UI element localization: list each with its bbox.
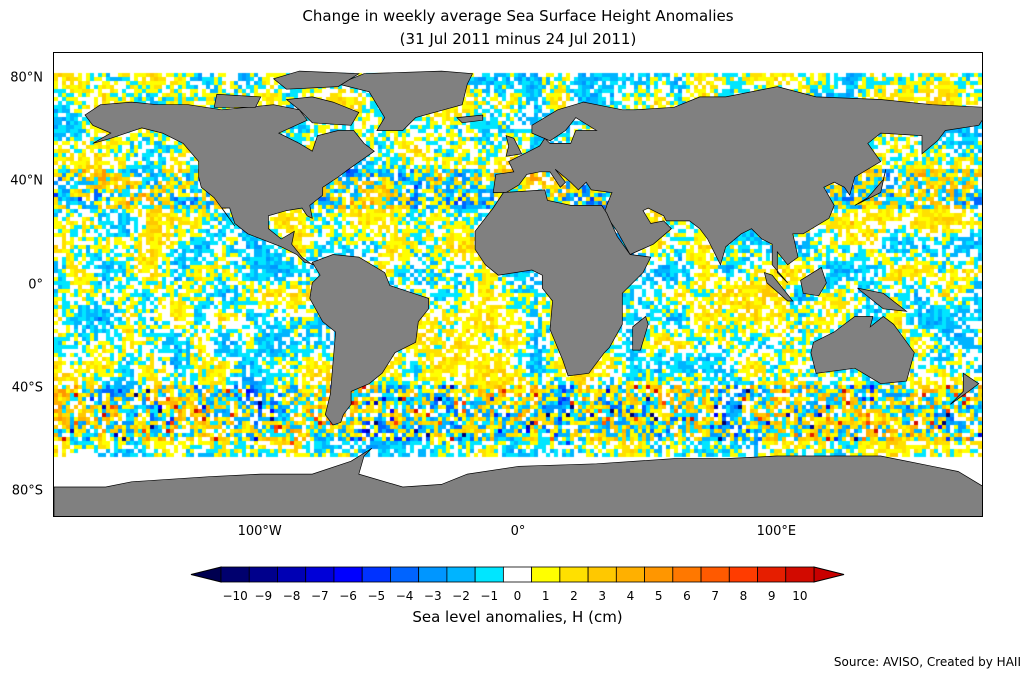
colorbar-swatch xyxy=(248,566,278,583)
colorbar xyxy=(190,566,845,583)
landmass-greenland xyxy=(337,70,474,131)
colorbar-tick-label: −3 xyxy=(423,589,442,603)
colorbar-swatch xyxy=(418,566,448,583)
landmass-new-guinea xyxy=(857,287,908,312)
colorbar-tick-label: 4 xyxy=(626,589,635,603)
landmass-great-britain xyxy=(505,135,523,157)
colorbar-swatch xyxy=(474,566,504,583)
landmass-north-america xyxy=(84,101,375,266)
colorbar-swatch xyxy=(728,566,758,583)
colorbar-swatch xyxy=(757,566,787,583)
colorbar-tick-label: 1 xyxy=(541,589,550,603)
colorbar-swatch xyxy=(502,566,533,583)
lon-tick-label: 0° xyxy=(510,524,526,539)
colorbar-tick-label: 5 xyxy=(654,589,663,603)
source-note: Source: AVISO, Created by HAII xyxy=(833,655,1021,669)
colorbar-tick-label: −2 xyxy=(452,589,470,603)
colorbar-tick-label: 0 xyxy=(513,589,522,603)
colorbar-swatch xyxy=(672,566,702,583)
landmass-ellesmere-island xyxy=(272,70,360,90)
colorbar-tick-label: −10 xyxy=(222,589,248,603)
colorbar-swatch xyxy=(390,566,420,583)
colorbar-tick-label: −8 xyxy=(282,589,301,603)
colorbar-over-arrow xyxy=(813,566,845,583)
colorbar-tick-label: −5 xyxy=(367,589,386,603)
colorbar-swatch xyxy=(277,566,307,583)
land-layer xyxy=(54,70,982,516)
colorbar-tick-label: −7 xyxy=(310,589,329,603)
landmass-new-zealand xyxy=(950,372,980,405)
colorbar-tick-label: −6 xyxy=(339,589,357,603)
colorbar-swatch xyxy=(615,566,645,583)
landmass-iceland xyxy=(456,114,484,124)
colorbar-swatch xyxy=(333,566,363,583)
landmass-japan xyxy=(854,169,887,206)
colorbar-tick-label: 3 xyxy=(598,589,607,603)
landmass-eurasia xyxy=(492,86,982,284)
lat-tick-label: 80°N xyxy=(10,70,43,86)
colorbar-swatch xyxy=(446,566,476,583)
colorbar-swatch xyxy=(587,566,617,583)
colorbar-tick-label: 9 xyxy=(767,589,776,603)
lon-tick-label: 100°W xyxy=(237,524,282,539)
colorbar-tick-label: −1 xyxy=(480,589,499,603)
colorbar-tick-label: 10 xyxy=(792,589,808,603)
colorbar-tick-label: −9 xyxy=(254,589,273,603)
landmass-baffin-island xyxy=(285,96,360,126)
colorbar-swatch xyxy=(531,566,561,583)
landmass-victoria-island xyxy=(213,93,262,108)
chart-title: Change in weekly average Sea Surface Hei… xyxy=(302,7,734,25)
colorbar-swatch xyxy=(361,566,391,583)
lat-tick-label: 0° xyxy=(28,277,43,292)
colorbar-tick-label: −4 xyxy=(395,589,414,603)
colorbar-swatch xyxy=(785,566,815,583)
lat-tick-label: 80°S xyxy=(11,483,43,499)
landmass-south-america xyxy=(309,254,429,426)
colorbar-tick-label: 6 xyxy=(683,589,691,603)
colorbar-swatch xyxy=(644,566,674,583)
landmass-antarctica xyxy=(54,448,982,516)
colorbar-tick-label: 7 xyxy=(711,589,719,603)
colorbar-swatch xyxy=(700,566,730,583)
landmass-africa xyxy=(474,189,652,377)
lat-tick-label: 40°N xyxy=(10,173,43,189)
landmass-borneo xyxy=(800,266,827,297)
colorbar-swatch xyxy=(559,566,589,583)
chart-subtitle: (31 Jul 2011 minus 24 Jul 2011) xyxy=(399,30,637,48)
landmass-madagascar xyxy=(632,315,649,351)
lat-tick-label: 40°S xyxy=(11,380,43,396)
landmass-australia xyxy=(810,316,915,385)
colorbar-swatch xyxy=(305,566,335,583)
colorbar-tick-label: 2 xyxy=(570,589,578,603)
landmass-sumatra xyxy=(763,272,794,302)
sea-surface-height-map xyxy=(53,52,983,517)
colorbar-label: Sea level anomalies, H (cm) xyxy=(412,608,623,626)
colorbar-under-arrow xyxy=(190,566,222,583)
lon-tick-label: 100°E xyxy=(756,524,797,539)
colorbar-tick-label: 8 xyxy=(739,589,748,603)
colorbar-swatch xyxy=(220,566,250,583)
